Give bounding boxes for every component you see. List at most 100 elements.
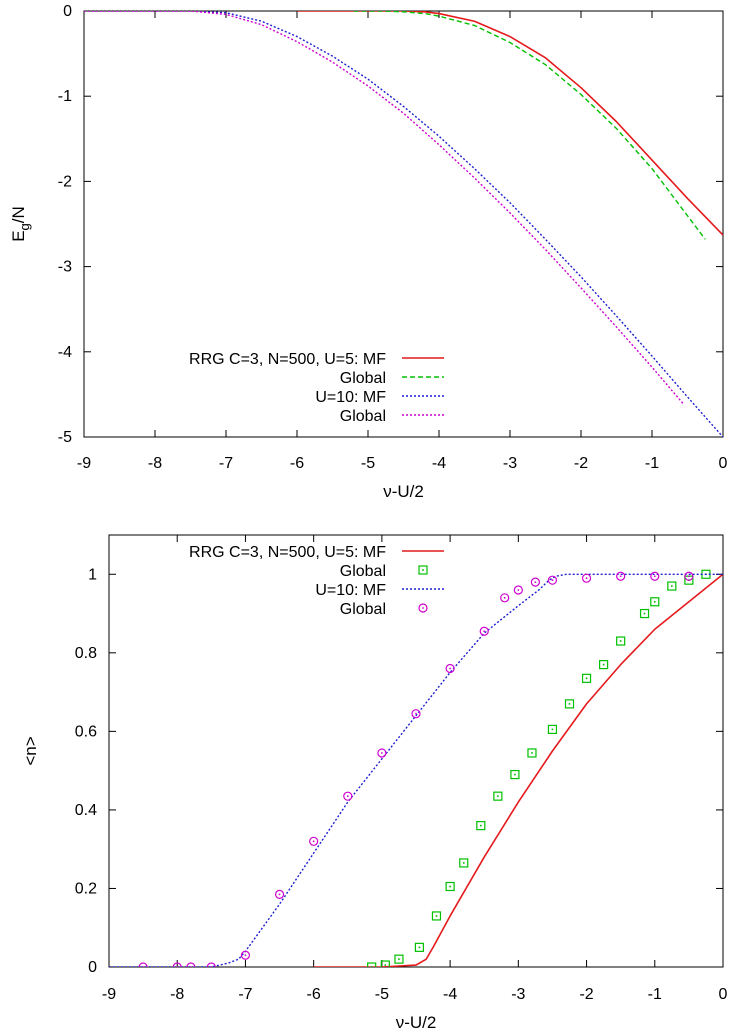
data-point [527,748,537,758]
data-point-center [619,575,622,578]
data-point [667,581,677,591]
occupation-panel: -9 -8 -7 -6 -5 -4 -3 -2 -1 0 0 0.2 0.4 0.6 0.8 1 ν-U/2 <n… [21,534,728,1032]
legend-label: Global [340,563,386,580]
data-point-center [480,824,482,827]
energy-panel: -9 -8 -7 -6 -5 -4 -3 -2 -1 0 0 -1 -2 -3 -4 -5 ν-U/2 Eg/N R… [9,3,728,501]
data-point-center [435,915,438,917]
data-point [309,836,319,846]
y-tick-label: -2 [58,173,72,190]
series-0-line [313,573,723,967]
x-tick-label: -8 [148,455,162,472]
data-point [547,575,558,585]
data-point [431,911,442,921]
data-point [240,950,251,960]
data-point-center [449,667,452,670]
legend-label: RRG C=3, N=500, U=5: MF [189,544,386,561]
data-point-center [643,612,646,615]
x-tick-label: -4 [432,455,446,472]
data-point [616,636,626,646]
legend-marker-center [422,607,424,609]
x-tick-label: -2 [574,455,588,472]
y-tick-label: -1 [58,88,72,105]
series-2-line [109,573,723,967]
data-point-center [531,752,533,754]
y-tick-label: 0.6 [75,723,97,740]
series-2-line [84,11,723,437]
data-point [377,748,387,758]
x-tick-label: -7 [219,455,233,472]
data-point-center [176,966,179,967]
data-point [650,597,660,607]
series-3-line [84,11,685,406]
y-tick-label: -3 [58,259,72,276]
y-tick-label: 0 [88,959,97,976]
data-point-center [142,966,145,967]
data-point-center [653,575,656,578]
legend-marker-center [422,569,424,571]
data-point-center [514,773,516,776]
x-tick-label: -4 [443,986,457,1003]
data-point-center [398,958,400,960]
data-point-center [497,795,499,797]
y-tick-label: -5 [58,429,72,446]
data-point-center [619,640,622,642]
legend-marker [418,565,428,575]
x-tick-label: -3 [503,455,517,472]
data-point-center [210,966,213,967]
data-point [411,709,421,719]
data-point-center [671,585,673,587]
legend-label: U=10: MF [315,389,386,406]
data-point-center [462,862,465,864]
data-point [274,889,285,899]
data-point [138,962,148,967]
legend-label: U=10: MF [315,582,386,599]
data-point-center [380,752,383,754]
data-point-center [585,577,588,580]
y-tick-label: -4 [58,344,72,361]
y-tick-label: 0.4 [75,802,97,819]
y-tick-label: 0.8 [75,645,97,662]
data-point [367,962,377,967]
data-point [500,593,510,603]
data-point [394,954,404,964]
data-point [476,821,486,831]
data-point [684,571,694,581]
data-point [581,673,592,683]
data-point [650,571,660,581]
series-0-line [297,11,723,236]
data-point [513,585,523,595]
x-tick-label: -9 [77,455,91,472]
x-tick-label: -2 [579,986,593,1003]
data-point [616,571,626,581]
data-point-center [602,663,605,666]
plot-frame [108,534,724,968]
x-tick-label: -1 [645,455,659,472]
data-point [479,626,489,636]
legend-label: Global [340,370,386,387]
data-point [445,663,455,674]
data-point-center [517,589,520,591]
data-point [172,962,182,967]
data-point-center [312,840,315,843]
data-point-center [503,596,506,599]
x-tick-label: 0 [719,455,728,472]
data-point [445,881,455,892]
x-tick-label: -3 [511,986,525,1003]
series-3-markers [138,571,694,967]
legend-label: Global [340,601,386,618]
data-point-center [585,677,588,680]
y-tick-label: 1 [88,566,97,583]
y-tick-label: 0 [63,3,72,20]
data-point [414,942,425,952]
series-1-line [353,11,706,240]
data-point-center [418,946,421,949]
data-point-center [346,795,349,798]
data-point-center [653,600,656,603]
data-point-center [370,966,373,967]
data-point [564,699,575,709]
data-point-center [415,712,417,715]
x-tick-label: -8 [170,986,184,1003]
data-point [343,791,353,801]
x-tick-label: -6 [307,986,321,1003]
